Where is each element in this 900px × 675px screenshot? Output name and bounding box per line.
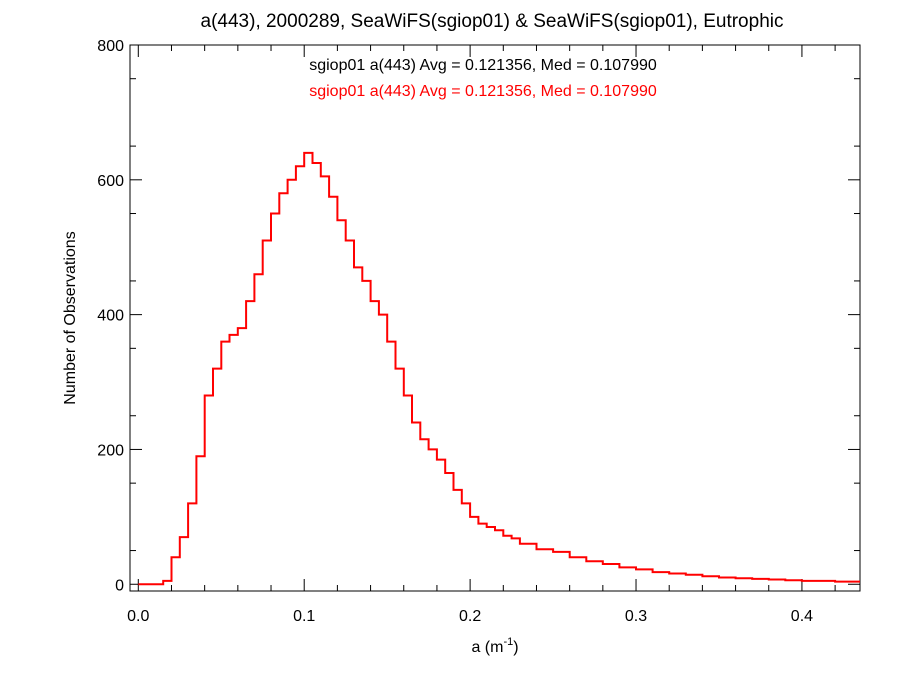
x-axis-label-superscript: -1 [503,636,513,648]
x-axis-label-suffix: ) [513,639,518,656]
x-axis: 0.0 0.1 0.2 0.3 0.4 [127,45,836,625]
x-tick-label: 0.1 [293,608,315,625]
y-tick-label: 400 [97,308,124,325]
y-tick-label: 800 [97,38,124,55]
y-axis-label: Number of Observations [62,231,79,404]
x-tick-label: 0.3 [625,608,647,625]
series-line-0 [138,151,860,586]
x-tick-label: 0.0 [127,608,149,625]
chart-title: a(443), 2000289, SeaWiFS(sgiop01) & SeaW… [201,11,784,32]
y-tick-label: 200 [97,442,124,459]
y-axis: 0 200 400 600 800 [97,38,860,594]
plot-frame [129,44,861,592]
y-tick-label: 0 [115,577,124,594]
x-tick-label: 0.2 [459,608,481,625]
x-tick-label: 0.4 [791,608,813,625]
legend-entry-red: sgiop01 a(443) Avg = 0.121356, Med = 0.1… [309,83,657,100]
x-axis-label: a (m-1) [471,636,518,656]
legend-entry-black: sgiop01 a(443) Avg = 0.121356, Med = 0.1… [309,57,657,74]
y-tick-label: 600 [97,173,124,190]
